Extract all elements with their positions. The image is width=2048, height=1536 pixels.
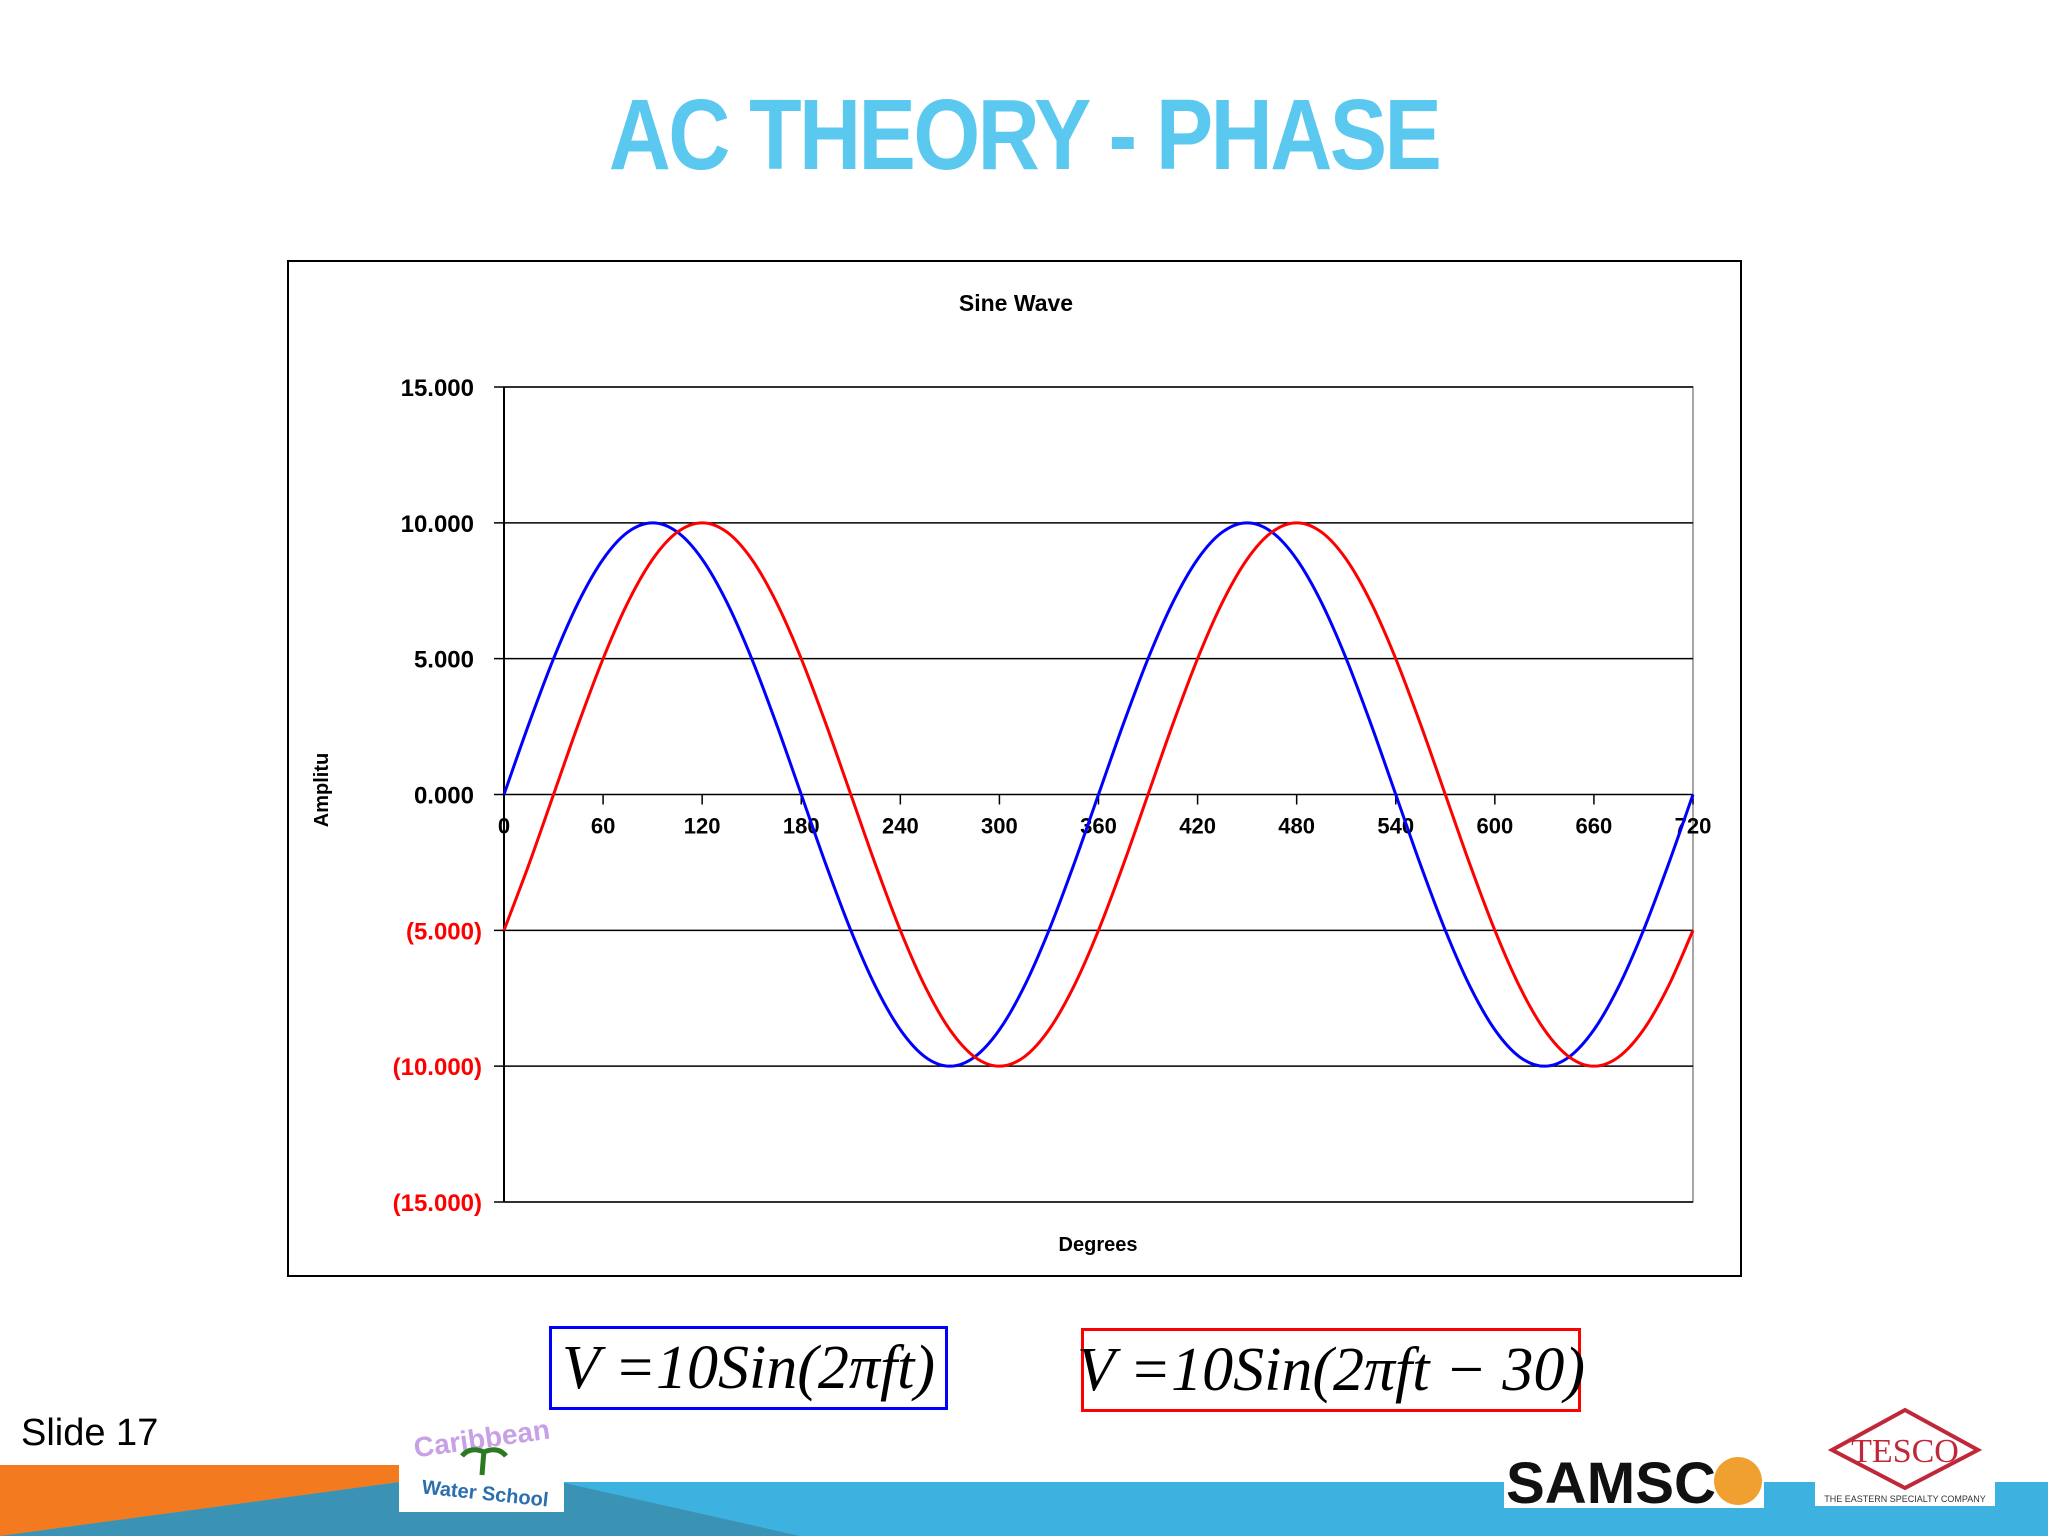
y-axis-title: Amplitu	[311, 753, 333, 827]
x-axis-title: Degrees	[1059, 1234, 1138, 1256]
y-tick-label: 0.000	[414, 783, 474, 810]
y-tick-label: 5.000	[414, 647, 474, 674]
x-tick-label: 0	[498, 814, 510, 839]
slide-title: AC THEORY - PHASE	[608, 79, 1442, 191]
equation-red: V =10Sin(2πft − 30)	[1077, 1328, 1585, 1412]
x-tick-label: 300	[981, 814, 1018, 839]
x-tick-label: 60	[591, 814, 615, 839]
y-tick-label: (10.000)	[393, 1054, 482, 1081]
series-line-2	[502, 521, 1695, 1068]
x-tick-label: 660	[1576, 814, 1613, 839]
chart-frame	[287, 260, 1742, 1277]
chart-title: Sine Wave	[959, 290, 1073, 316]
y-tick-label: 10.000	[401, 511, 474, 538]
x-tick-label: 240	[882, 814, 919, 839]
y-tick-label: (5.000)	[406, 918, 482, 945]
y-tick-label: 15.000	[401, 375, 474, 402]
x-tick-label: 120	[684, 814, 721, 839]
x-tick-label: 480	[1278, 814, 1315, 839]
series-line-1	[502, 521, 1695, 1068]
slide-number: Slide 17	[21, 1412, 159, 1454]
y-tick-label: (15.000)	[393, 1190, 482, 1217]
x-tick-label: 600	[1476, 814, 1513, 839]
x-tick-label: 420	[1179, 814, 1216, 839]
equation-blue: V =10Sin(2πft)	[549, 1326, 948, 1410]
